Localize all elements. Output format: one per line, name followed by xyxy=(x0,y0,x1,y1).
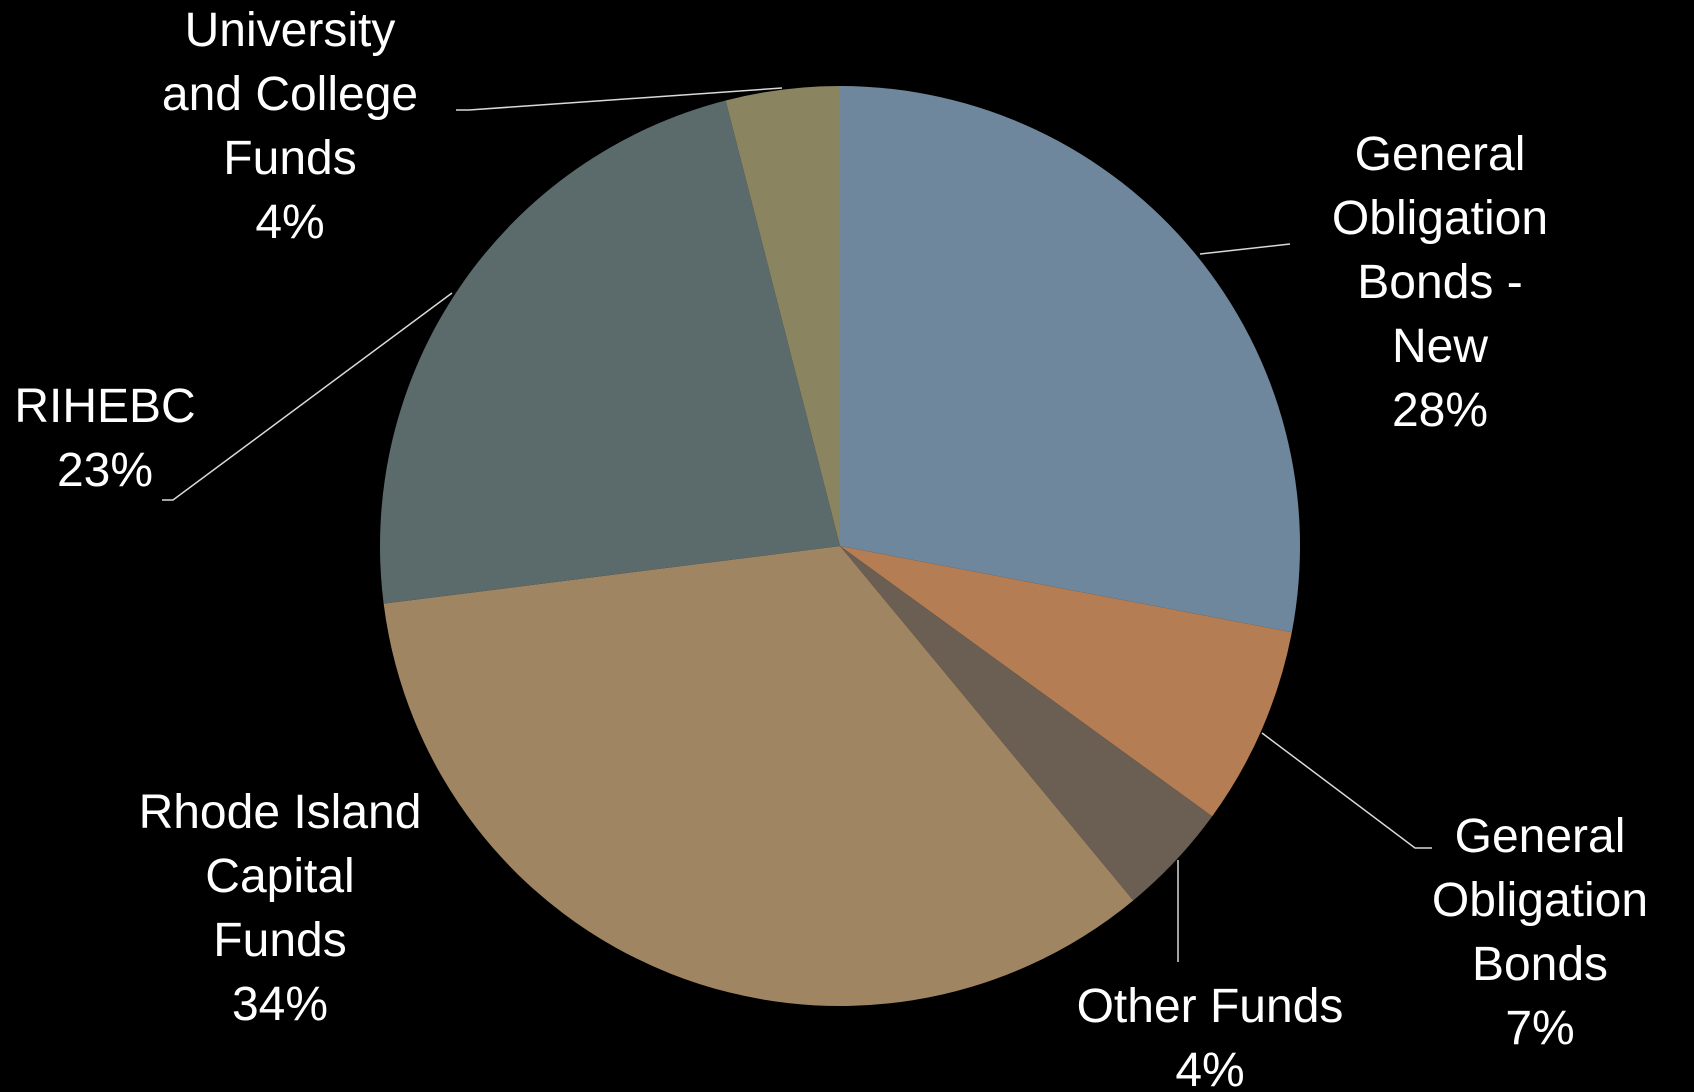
pie-slice-university-and-college-funds xyxy=(725,86,840,546)
data-label-other-funds: Other Funds 4% xyxy=(1077,980,1344,1092)
slices-layer xyxy=(380,86,1300,1007)
data-label-rhode-island-capital-funds: Rhode Island Capital Funds 34% xyxy=(139,786,422,1031)
leader-lines-layer xyxy=(162,87,1432,962)
data-label-general-obligation-bonds: General Obligation Bonds 7% xyxy=(1432,810,1648,1055)
data-label-rihebc: RIHEBC 23% xyxy=(14,380,195,497)
labels-layer: General Obligation Bonds -New 28% General Obl… xyxy=(14,4,1648,1092)
leader-line-university-and-college-funds xyxy=(456,87,783,111)
pie-slice-general-obligation-bonds xyxy=(840,546,1292,817)
pie-slice-rhode-island-capital-funds xyxy=(383,546,1134,1007)
pie-slice-rihebc xyxy=(380,100,840,604)
pie-slice-other-funds xyxy=(840,546,1213,901)
leader-line-general-obligation-bonds-new xyxy=(1199,243,1291,255)
pie-slice-general-obligation-bonds-new xyxy=(840,86,1300,633)
data-label-university-and-college-funds: University and College Funds 4% xyxy=(162,4,418,249)
leader-line-general-obligation-bonds xyxy=(1261,732,1432,849)
leader-line-rihebc xyxy=(162,292,453,501)
data-label-general-obligation-bonds-new: General Obligation Bonds -New 28% xyxy=(1332,128,1548,437)
